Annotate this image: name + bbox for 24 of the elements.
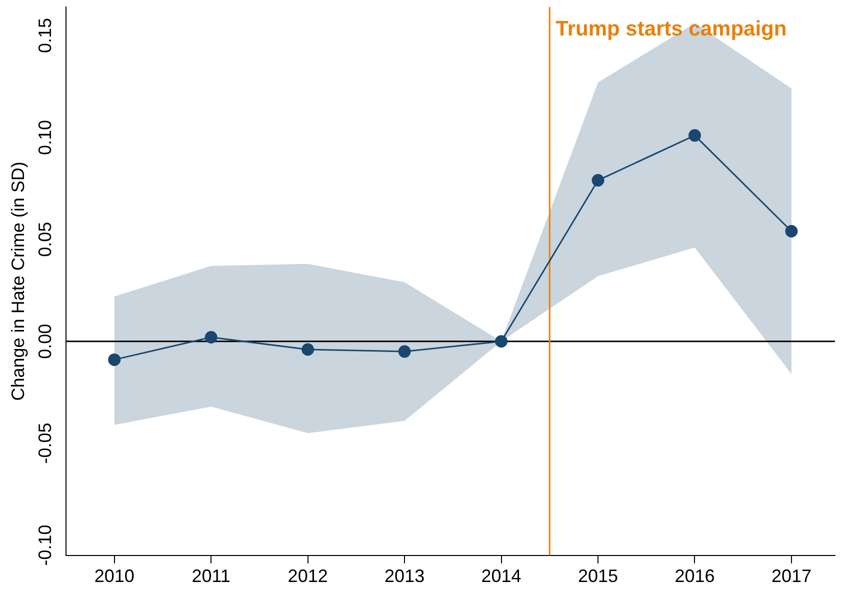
point <box>108 353 121 366</box>
point <box>592 174 604 187</box>
y-tick-label: 0.05 <box>34 222 55 257</box>
x-tick-label: 2013 <box>384 566 425 586</box>
x-tick-label: 2016 <box>674 566 715 586</box>
x-tick-label: 2010 <box>94 566 134 586</box>
y-tick-label: -0.05 <box>34 422 55 464</box>
y-tick-label: -0.10 <box>34 524 55 566</box>
y-tick-label: 0.10 <box>34 120 55 155</box>
y-tick-label: 0.15 <box>34 18 55 54</box>
point <box>495 335 508 348</box>
x-tick-label: 2015 <box>578 566 618 586</box>
x-tick-label: 2012 <box>288 566 328 586</box>
y-tick-label: 0.00 <box>34 324 55 359</box>
x-tick-label: 2017 <box>771 566 812 586</box>
point <box>302 343 314 356</box>
x-tick-label: 2014 <box>481 566 522 586</box>
point <box>204 331 218 344</box>
ref-line-label: Trump starts campaign <box>556 17 787 40</box>
point <box>785 225 798 238</box>
point <box>688 129 701 142</box>
y-axis-title: Change in Hate Crime (in SD) <box>8 162 28 401</box>
point <box>398 345 411 358</box>
x-tick-label: 2011 <box>192 566 230 586</box>
